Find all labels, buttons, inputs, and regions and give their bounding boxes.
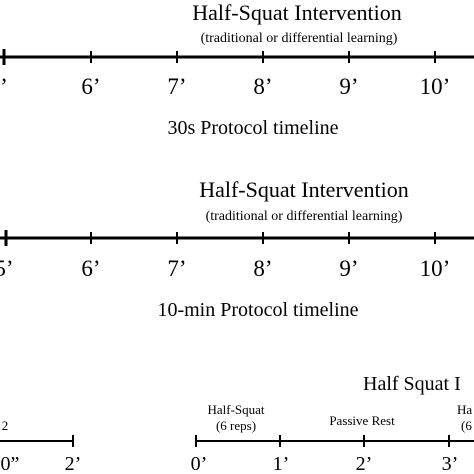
panel-3-segment-sublabel: (6 (461, 418, 472, 433)
panel-1-tick-label: 9’ (339, 74, 358, 99)
panel-3-segment-label: Ha (457, 402, 472, 417)
panel-1-tick-label: 6’ (81, 74, 100, 99)
timeline-panel-detail: Half Squat I 2 0” 2’ Half-Squat (6 reps)… (0, 373, 474, 474)
panel-1-tick-label: 10’ (420, 74, 451, 99)
panel-2-tick-label: 9’ (339, 256, 358, 281)
panel-2-title: Half-Squat Intervention (199, 177, 409, 202)
panel-3-segment-sublabel: (6 reps) (216, 418, 256, 433)
panel-2-tick-label: 10’ (420, 256, 451, 281)
panel-3-title: Half Squat I (363, 373, 461, 395)
panel-3-tick-label: 1’ (273, 453, 290, 474)
panel-3-tick-label: 0’ (191, 453, 208, 474)
panel-2-tick-label: 8’ (253, 256, 272, 281)
panel-2-tick-label: 5’ (0, 256, 14, 281)
panel-3-segment-label: Half-Squat (207, 402, 264, 417)
panel-1-tick-label: 7’ (167, 74, 186, 99)
panel-2-tick-label: 6’ (81, 256, 100, 281)
panel-3-tick-label: 2’ (356, 453, 373, 474)
panel-1-title: Half-Squat Intervention (192, 0, 402, 25)
panel-3-left-segment-label: 2 (2, 418, 9, 433)
panel-2-caption: 10-min Protocol timeline (157, 299, 358, 321)
panel-1-caption: 30s Protocol timeline (167, 117, 338, 139)
panel-3-tick-label: 3’ (442, 453, 459, 474)
panel-1-tick-label: ’ (0, 74, 8, 99)
panel-2-tick-label: 7’ (167, 256, 186, 281)
panel-1-subtitle: (traditional or differential learning) (201, 31, 398, 46)
panel-3-segment-label: Passive Rest (329, 413, 395, 428)
panel-3-left-tick-label: 0” (1, 453, 20, 474)
panel-2-subtitle: (traditional or differential learning) (206, 209, 403, 224)
panel-1-tick-label: 8’ (253, 74, 272, 99)
timeline-panel-30s: Half-Squat Intervention (traditional or … (0, 0, 474, 139)
timeline-panel-10min: Half-Squat Intervention (traditional or … (0, 177, 474, 321)
panel-3-left-tick-label: 2’ (65, 453, 82, 474)
